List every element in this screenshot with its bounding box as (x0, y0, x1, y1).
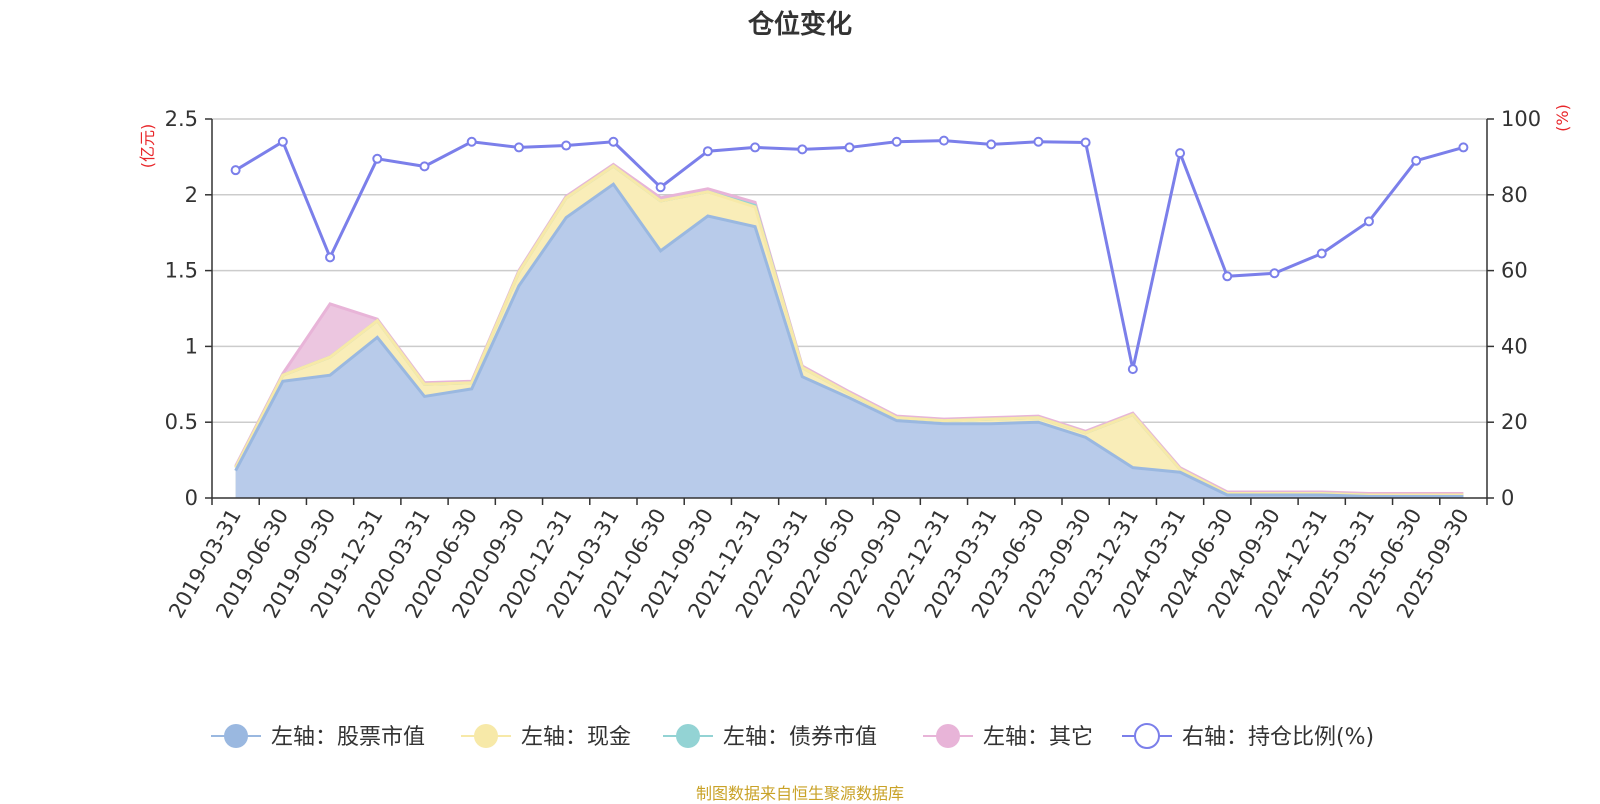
ratio-point[interactable] (1127, 364, 1138, 375)
ratio-point[interactable] (844, 142, 855, 153)
legend-item[interactable]: 左轴：现金 (461, 724, 631, 750)
ratio-point[interactable] (986, 139, 997, 150)
ratio-point[interactable] (750, 142, 761, 153)
area-edge-左轴：股票市值 (234, 182, 1464, 498)
ratio-point[interactable] (372, 153, 383, 164)
ratio-point[interactable] (1175, 148, 1186, 159)
area-左轴：股票市值 (235, 184, 1464, 498)
ratio-point[interactable] (938, 135, 949, 146)
ratio-point[interactable] (1411, 155, 1422, 166)
right-axis-tick-label: 0 (1501, 486, 1514, 510)
left-axis-tick-label: 0.5 (165, 410, 198, 434)
right-axis-tick-label: 40 (1501, 334, 1528, 358)
left-axis-tick-label: 1 (185, 334, 198, 358)
legend-label: 左轴：其它 (983, 725, 1093, 750)
stacked-areas (234, 162, 1464, 499)
chart-title: 仓位变化 (747, 10, 852, 40)
legend-label: 左轴：现金 (521, 725, 631, 750)
legend-marker (1134, 723, 1160, 749)
ratio-point[interactable] (1269, 268, 1280, 279)
ratio-line (230, 135, 1469, 375)
legend-marker (936, 724, 960, 748)
left-axis-tick-label: 2.5 (165, 107, 198, 131)
ratio-point[interactable] (608, 136, 619, 147)
legend-label: 左轴：债券市值 (723, 725, 877, 750)
ratio-point[interactable] (419, 161, 430, 172)
legend-item[interactable]: 左轴：股票市值 (211, 724, 425, 750)
ratio-point[interactable] (655, 182, 666, 193)
ratio-point[interactable] (513, 142, 524, 153)
left-axis-tick-label: 0 (185, 486, 198, 510)
right-axis-tick-label: 80 (1501, 183, 1528, 207)
ratio-point[interactable] (230, 165, 241, 176)
left-axis-unit: (亿元) (138, 124, 157, 169)
ratio-point[interactable] (1363, 216, 1374, 227)
legend-label: 右轴：持仓比例(%) (1182, 725, 1374, 750)
right-axis-tick-label: 60 (1501, 259, 1528, 283)
ratio-point[interactable] (1458, 142, 1469, 153)
ratio-point[interactable] (561, 140, 572, 151)
legend-marker (224, 724, 248, 748)
ratio-point[interactable] (277, 136, 288, 147)
ratio-point[interactable] (1033, 136, 1044, 147)
legend-label: 左轴：股票市值 (271, 725, 425, 750)
ratio-line-path (234, 139, 1464, 370)
ratio-point[interactable] (1222, 271, 1233, 282)
ratio-point[interactable] (1316, 248, 1327, 259)
source-note: 制图数据来自恒生聚源数据库 (695, 784, 904, 803)
legend: 左轴：股票市值 左轴：现金 左轴：债券市值 左轴：其它 右轴：持仓比例(%) (211, 723, 1374, 750)
ratio-point[interactable] (891, 136, 902, 147)
right-axis-tick-label: 100 (1501, 107, 1541, 131)
left-axis-tick-label: 1.5 (165, 259, 198, 283)
ratio-point[interactable] (1080, 137, 1091, 148)
legend-item[interactable]: 左轴：债券市值 (663, 724, 877, 750)
legend-item[interactable]: 左轴：其它 (923, 724, 1093, 750)
ratio-point[interactable] (702, 146, 713, 157)
legend-item[interactable]: 右轴：持仓比例(%) (1122, 723, 1374, 750)
area-edge-左轴：现金 (234, 164, 1464, 497)
right-axis-tick-label: 20 (1501, 410, 1528, 434)
right-axis-unit: (%) (1553, 104, 1572, 132)
left-axis-tick-label: 2 (185, 183, 198, 207)
ratio-point[interactable] (797, 144, 808, 155)
ratio-point[interactable] (466, 136, 477, 147)
legend-marker (474, 724, 498, 748)
legend-marker (676, 724, 700, 748)
ratio-point[interactable] (325, 252, 336, 263)
